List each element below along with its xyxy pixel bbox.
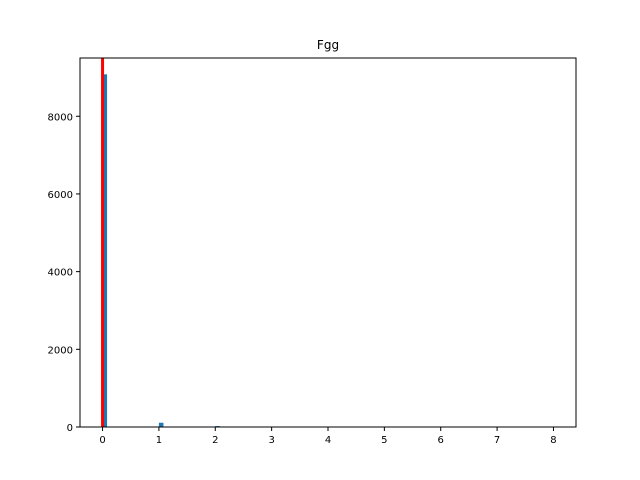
bars-group [102,74,220,427]
x-tick-label: 8 [550,435,556,446]
histogram-bar [102,74,108,427]
y-tick-label: 4000 [48,268,73,279]
x-tick-label: 0 [99,435,105,446]
x-tick-label: 6 [438,435,444,446]
x-tick-label: 7 [494,435,500,446]
x-tick-label: 3 [268,435,274,446]
x-tick-label: 5 [381,435,387,446]
x-axis: 0 1 2 3 4 5 6 7 8 [99,427,557,446]
y-tick-label: 6000 [48,190,73,201]
y-tick-label: 0 [67,423,73,434]
histogram-bar [158,422,164,427]
chart-title: Fgg [317,38,339,52]
y-tick-label: 8000 [48,112,73,123]
x-tick-label: 2 [212,435,218,446]
y-axis: 0 2000 4000 6000 8000 [48,112,80,434]
x-tick-label: 1 [156,435,162,446]
y-tick-label: 2000 [48,345,73,356]
plot-frame [79,57,577,428]
x-tick-label: 4 [325,435,331,446]
